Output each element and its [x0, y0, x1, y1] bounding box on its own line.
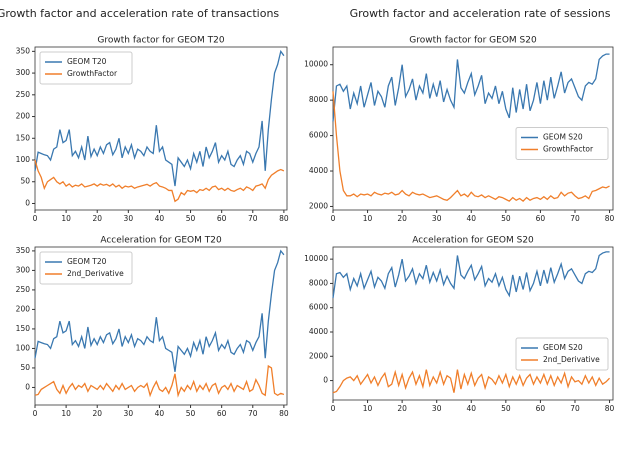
x-tick-label: 10 [61, 214, 71, 223]
column-title: Growth factor and acceleration rate of t… [0, 7, 279, 20]
x-tick-label: 40 [466, 214, 476, 223]
y-tick-label: 200 [16, 304, 31, 313]
y-tick-label: 4000 [309, 327, 328, 336]
y-tick-label: 150 [16, 324, 31, 333]
legend-label: GrowthFactor [543, 145, 594, 154]
x-tick-label: 60 [536, 404, 546, 413]
x-tick-label: 80 [279, 214, 289, 223]
legend-label: GrowthFactor [67, 69, 118, 78]
y-tick-label: 6000 [309, 303, 328, 312]
x-tick-label: 0 [331, 404, 336, 413]
x-tick-label: 0 [331, 214, 336, 223]
plot-frame [34, 46, 288, 211]
y-tick-label: 300 [16, 265, 31, 274]
y-tick-label: 8000 [309, 278, 328, 287]
x-tick-label: 30 [432, 214, 442, 223]
series-line [332, 251, 610, 299]
y-tick-label: 300 [16, 68, 31, 77]
y-tick-label: 10000 [304, 254, 328, 263]
x-tick-label: 60 [217, 214, 227, 223]
legend-label: 2nd_Derivative [67, 269, 124, 278]
x-tick-label: 30 [124, 409, 134, 418]
x-tick-label: 30 [432, 404, 442, 413]
legend-box [39, 251, 133, 285]
y-tick-label: 0 [25, 198, 30, 207]
legend-box [515, 337, 609, 371]
x-tick-label: 20 [397, 214, 407, 223]
chart-title: Acceleration for GEOM T20 [100, 236, 222, 246]
plot-frame [332, 246, 614, 401]
x-tick-label: 40 [466, 404, 476, 413]
y-tick-label: 150 [16, 133, 31, 142]
series-line [332, 53, 610, 122]
y-tick-label: 50 [20, 363, 30, 372]
x-tick-label: 50 [501, 404, 511, 413]
chart-title: Acceleration for GEOM S20 [412, 236, 534, 246]
series-line [332, 369, 611, 394]
x-tick-label: 0 [33, 409, 38, 418]
series-line [34, 159, 285, 203]
x-tick-label: 10 [363, 404, 373, 413]
y-tick-label: 10000 [304, 60, 328, 69]
x-tick-label: 60 [217, 409, 227, 418]
x-tick-label: 20 [92, 409, 102, 418]
legend-label: GEOM T20 [67, 57, 107, 66]
legend-box [515, 127, 609, 160]
series-line [34, 49, 285, 187]
x-tick-label: 50 [501, 214, 511, 223]
chart-title: Growth factor for GEOM T20 [97, 36, 224, 46]
x-tick-label: 80 [279, 409, 289, 418]
legend-label: GEOM T20 [67, 257, 107, 266]
chart-title: Growth factor for GEOM S20 [409, 36, 537, 46]
x-tick-label: 80 [605, 404, 615, 413]
x-tick-label: 70 [570, 404, 580, 413]
legend-label: GEOM S20 [543, 133, 583, 142]
x-tick-label: 70 [248, 214, 258, 223]
x-tick-label: 20 [397, 404, 407, 413]
y-tick-label: 0 [323, 376, 328, 385]
x-tick-label: 40 [155, 214, 165, 223]
column-title: Growth factor and acceleration rate of s… [350, 7, 611, 20]
y-tick-label: 0 [25, 382, 30, 391]
legend-box [39, 51, 133, 85]
y-tick-label: 8000 [309, 95, 328, 104]
series-line [332, 91, 610, 203]
x-tick-label: 20 [92, 214, 102, 223]
plot-frame [34, 246, 288, 406]
y-tick-label: 50 [20, 177, 30, 186]
x-tick-label: 80 [605, 214, 615, 223]
x-tick-label: 70 [248, 409, 258, 418]
x-tick-label: 60 [536, 214, 546, 223]
x-tick-label: 10 [363, 214, 373, 223]
series-line [34, 364, 285, 398]
plot-frame [332, 46, 614, 211]
x-tick-label: 0 [33, 214, 38, 223]
y-tick-label: 250 [16, 90, 31, 99]
legend-label: 2nd_Derivative [543, 355, 600, 364]
x-tick-label: 70 [570, 214, 580, 223]
y-tick-label: 100 [16, 155, 31, 164]
y-tick-label: 200 [16, 112, 31, 121]
legend-label: GEOM S20 [543, 343, 583, 352]
y-tick-label: 250 [16, 285, 31, 294]
x-tick-label: 50 [186, 214, 196, 223]
x-tick-label: 30 [124, 214, 134, 223]
series-line [34, 249, 285, 372]
x-tick-label: 50 [186, 409, 196, 418]
x-tick-label: 40 [155, 409, 165, 418]
y-tick-label: 4000 [309, 166, 328, 175]
y-tick-label: 100 [16, 343, 31, 352]
y-tick-label: 2000 [309, 201, 328, 210]
x-tick-label: 10 [61, 409, 71, 418]
y-tick-label: 350 [16, 246, 31, 255]
y-tick-label: 2000 [309, 351, 328, 360]
y-tick-label: 6000 [309, 131, 328, 140]
y-tick-label: 350 [16, 46, 31, 55]
